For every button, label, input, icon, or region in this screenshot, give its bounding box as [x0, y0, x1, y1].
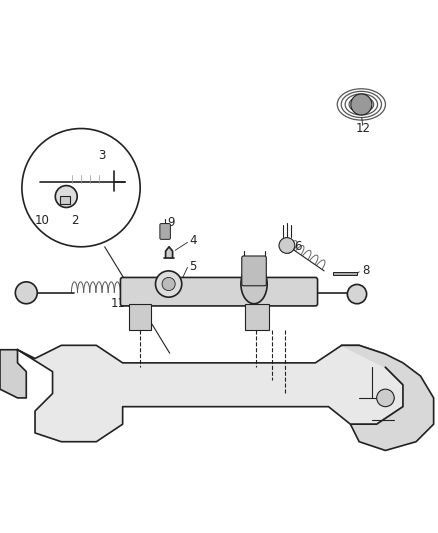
Circle shape: [15, 282, 37, 304]
Polygon shape: [166, 247, 173, 258]
FancyBboxPatch shape: [160, 223, 170, 239]
Text: 1: 1: [239, 282, 247, 295]
Circle shape: [377, 389, 394, 407]
Text: 3: 3: [98, 149, 106, 161]
Bar: [60, 196, 70, 204]
Bar: [333, 272, 357, 275]
FancyBboxPatch shape: [242, 256, 266, 286]
Circle shape: [155, 271, 182, 297]
Text: 11: 11: [111, 297, 126, 310]
Polygon shape: [0, 350, 26, 398]
Bar: [129, 304, 151, 330]
Circle shape: [55, 185, 77, 207]
Text: 5: 5: [189, 260, 196, 273]
FancyBboxPatch shape: [120, 278, 318, 306]
Bar: [245, 304, 269, 330]
Text: 9: 9: [167, 216, 175, 229]
Text: 2: 2: [71, 214, 79, 227]
Circle shape: [162, 278, 175, 290]
Text: 6: 6: [294, 240, 302, 253]
Text: 12: 12: [356, 122, 371, 135]
Text: 10: 10: [35, 214, 50, 227]
Text: 4: 4: [189, 233, 197, 247]
Ellipse shape: [241, 264, 267, 304]
Circle shape: [347, 285, 367, 304]
Text: 8: 8: [362, 264, 369, 277]
Circle shape: [351, 94, 372, 115]
Circle shape: [279, 238, 295, 253]
Polygon shape: [18, 345, 403, 442]
Polygon shape: [342, 345, 434, 450]
